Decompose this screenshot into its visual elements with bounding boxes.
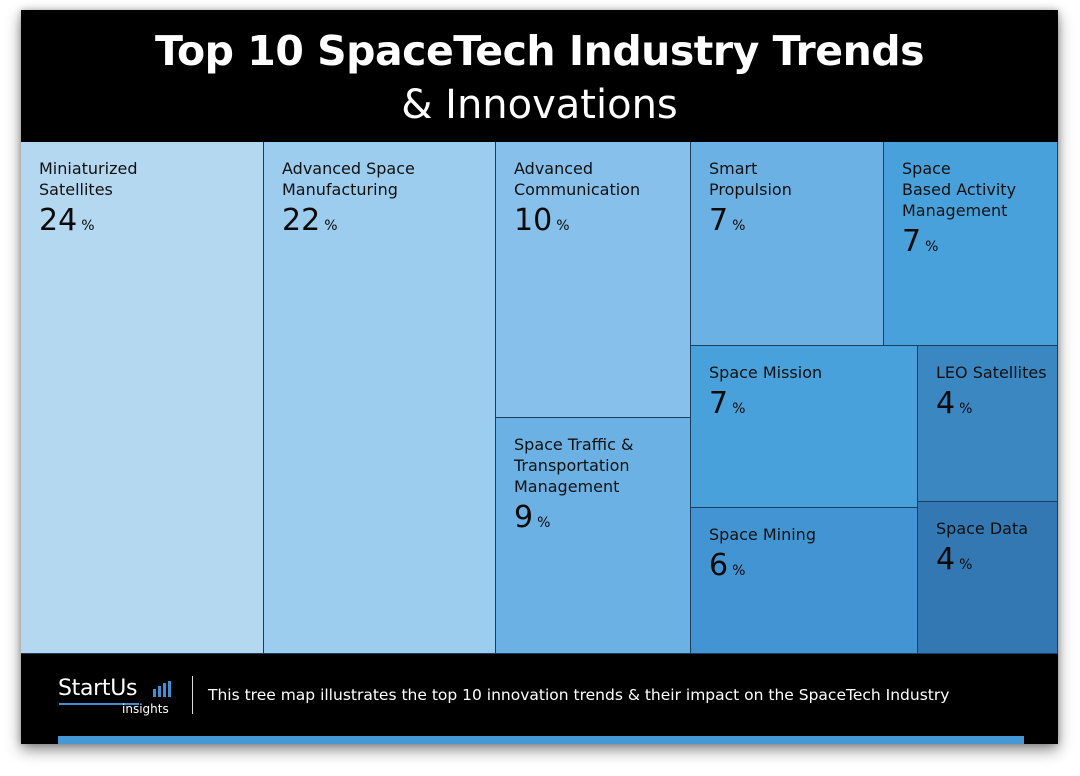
cell-label-text: Smart Propulsion [709,159,792,199]
logo-wordmark: StartUs [58,676,138,701]
logo-subtext: insights [122,702,169,716]
cell-value-unit: % [925,239,939,255]
cell-value: 9% [514,501,633,540]
treemap-cell-space-based-activity-management: Space Based Activity Management 7% [884,142,1058,346]
cell-label-text: Space Traffic & Transportation Managemen… [514,435,634,496]
cell-label: Miniaturized Satellites 24% [39,158,137,243]
bar-chart-icon [153,681,171,697]
chart-subtitle: & Innovations [401,82,678,128]
cell-value: 22% [282,204,415,243]
treemap-cell-leo-satellites: LEO Satellites 4% [918,346,1058,502]
logo-underline [59,703,139,705]
cell-value-number: 7 [902,224,922,259]
cell-value-unit: % [537,515,551,531]
cell-value: 10% [514,204,640,243]
footer-caption: This tree map illustrates the top 10 inn… [208,686,950,704]
cell-value-unit: % [959,401,973,417]
treemap-cell-smart-propulsion: Smart Propulsion 7% [691,142,884,346]
cell-value-number: 22 [282,203,321,238]
treemap-cell-space-mining: Space Mining 6% [691,508,918,654]
cell-label: Advanced Space Manufacturing 22% [282,158,415,243]
cell-value-unit: % [732,563,746,579]
footer: StartUs insights This tree map illustrat… [21,654,1058,744]
cell-label: Space Mission 7% [709,362,822,426]
header: Top 10 SpaceTech Industry Trends & Innov… [21,10,1058,142]
cell-label-text: Space Mining [709,525,816,544]
cell-value-unit: % [959,557,973,573]
cell-label-text: Space Mission [709,363,823,382]
cell-label: Space Mining 6% [709,524,816,588]
footer-divider [192,676,193,714]
footer-accent-bar [58,736,1024,744]
treemap-cell-advanced-space-manufacturing: Advanced Space Manufacturing 22% [264,142,496,654]
cell-value: 6% [709,549,816,588]
startus-insights-logo: StartUs insights [58,676,178,716]
treemap-cell-advanced-communication: Advanced Communication 10% [496,142,691,418]
cell-value-unit: % [556,218,570,234]
treemap-cell-miniaturized-satellites: Miniaturized Satellites 24% [21,142,264,654]
treemap: Miniaturized Satellites 24% Advanced Space… [21,142,1058,654]
cell-value: 7% [902,225,1016,264]
cell-value-number: 7 [709,386,729,421]
cell-label: Advanced Communication 10% [514,158,640,243]
cell-value-number: 6 [709,548,729,583]
cell-value-unit: % [732,401,746,417]
cell-value-number: 24 [39,203,78,238]
cell-value-number: 9 [514,500,534,535]
cell-value: 4% [936,543,1028,582]
cell-label-text: Advanced Communication [514,159,641,199]
cell-value-number: 4 [936,542,956,577]
cell-label: Space Based Activity Management 7% [902,158,1016,264]
cell-label-text: LEO Satellites [936,363,1047,382]
cell-label: Smart Propulsion 7% [709,158,792,243]
cell-value-number: 7 [709,203,729,238]
cell-value: 24% [39,204,137,243]
infographic-card: Top 10 SpaceTech Industry Trends & Innov… [21,10,1058,744]
chart-title: Top 10 SpaceTech Industry Trends [154,27,925,75]
cell-value-number: 10 [514,203,553,238]
cell-label-text: Space Based Activity Management [902,159,1017,220]
cell-label-text: Advanced Space Manufacturing [282,159,415,199]
treemap-cell-space-data: Space Data 4% [918,502,1058,654]
cell-label-text: Space Data [936,519,1029,538]
cell-value: 4% [936,387,1047,426]
cell-value: 7% [709,387,822,426]
cell-label: Space Traffic & Transportation Managemen… [514,434,633,540]
cell-value-number: 4 [936,386,956,421]
cell-label-text: Miniaturized Satellites [39,159,138,199]
treemap-cell-space-traffic-transportation-management: Space Traffic & Transportation Managemen… [496,418,691,654]
cell-label: LEO Satellites 4% [936,362,1047,426]
cell-value-unit: % [81,218,95,234]
cell-value: 7% [709,204,792,243]
treemap-cell-space-mission: Space Mission 7% [691,346,918,508]
cell-label: Space Data 4% [936,518,1028,582]
cell-value-unit: % [732,218,746,234]
cell-value-unit: % [324,218,338,234]
